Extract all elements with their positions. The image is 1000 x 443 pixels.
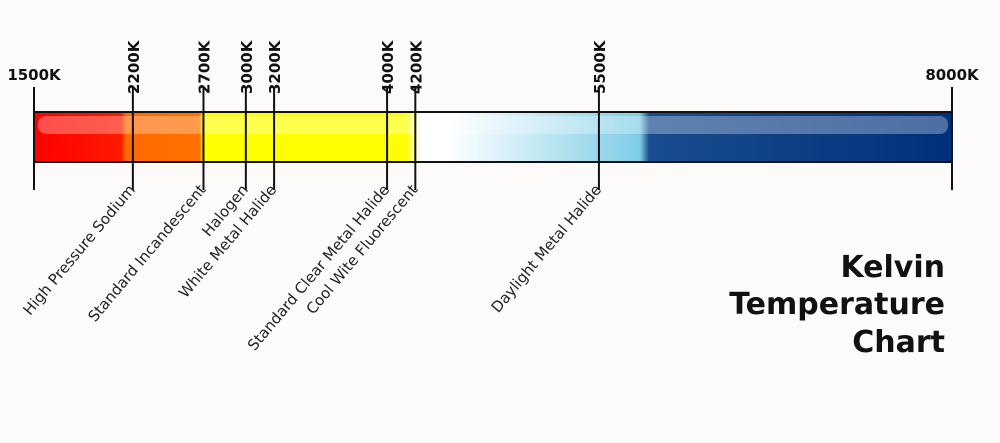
tick-label: 2200K bbox=[125, 39, 143, 94]
tick-label: 2700K bbox=[195, 39, 213, 94]
tick-label: 4200K bbox=[407, 39, 425, 94]
tick-label: 5500K bbox=[591, 39, 609, 94]
title-line: Kelvin bbox=[840, 250, 945, 285]
temperature-bar bbox=[33, 111, 953, 163]
annotation: Standard Incandescent bbox=[84, 181, 209, 325]
tick-label: 4000K bbox=[379, 39, 397, 94]
title-line: Chart bbox=[852, 325, 945, 360]
bar-highlight bbox=[38, 116, 948, 134]
tick-label: 1500K bbox=[7, 66, 62, 84]
annotation: Daylight Metal Halide bbox=[487, 181, 605, 316]
tick-label: 3200K bbox=[266, 39, 284, 94]
title-line: Temperature bbox=[729, 287, 945, 322]
tick-label: 8000K bbox=[925, 66, 980, 84]
tick-label: 3000K bbox=[238, 39, 256, 94]
